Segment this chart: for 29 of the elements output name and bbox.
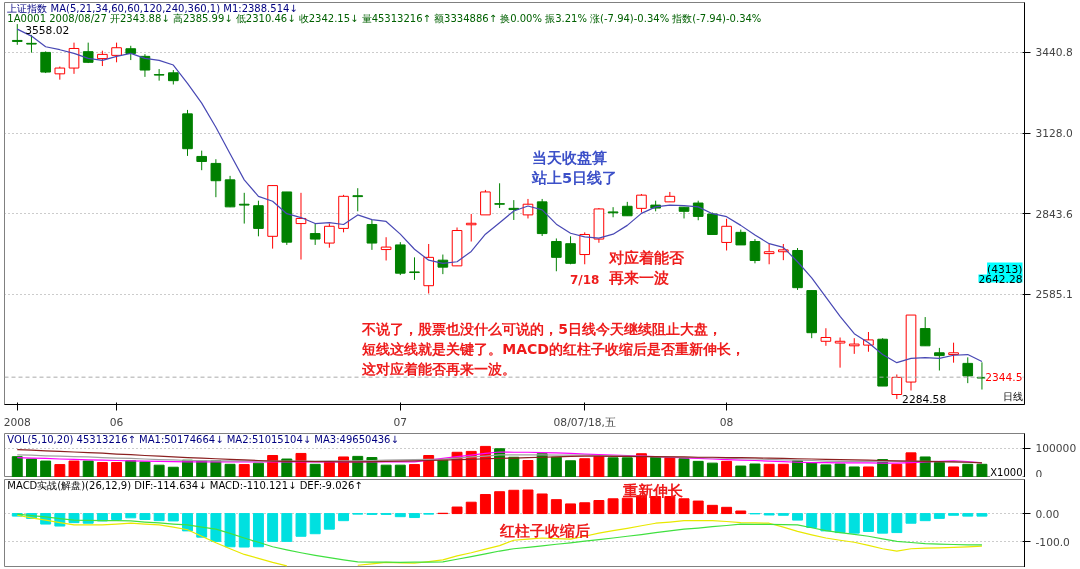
- y-tick-label: 2843.6: [1035, 207, 1074, 221]
- annotation: 当天收盘算站上5日线了: [531, 148, 618, 186]
- annotation: VOL(5,10,20) 45313216↑ MA1:50174664↓ MA2:51015104↓ MA3:49650436↓: [7, 433, 399, 445]
- ref-line-label: 2344.5: [985, 371, 1023, 385]
- x-tick-label: 06: [109, 415, 124, 429]
- text: X1000: [990, 466, 1023, 478]
- x-tick-label: 07: [393, 415, 408, 429]
- annotation: 3558.02: [25, 24, 70, 38]
- annotation: 7/18: [570, 272, 600, 287]
- y-tick-label: -100.0: [1035, 535, 1071, 549]
- y-tick-label: 0: [1035, 467, 1043, 481]
- y-tick-label: 3440.8: [1035, 46, 1074, 60]
- annotation: 红柱子收缩后: [498, 521, 590, 539]
- y-tick-label: 0.00: [1035, 507, 1060, 521]
- y-tick-label: 100000: [1035, 442, 1077, 456]
- annotation: 2284.58: [902, 392, 947, 406]
- annotation: 上证指数 MA(5,21,34,60,60,120,240,360,1) M1:2388.514↓: [7, 2, 298, 14]
- x-tick-label: 2008: [3, 415, 32, 429]
- annotation: 重新伸长: [622, 481, 685, 499]
- annotation: 不说了，股票也没什么可说的，5日线今天继续阻止大盘，短线这线就是关键了。MACD的红柱子收缩后是否重新伸长，这对应着能否再来一波。: [361, 320, 745, 377]
- annotation: 对应着能否再来一波: [607, 248, 685, 286]
- y-tick-label: 3128.0: [1035, 127, 1074, 141]
- x-tick-label: 08: [719, 415, 734, 429]
- annotation: MACD实战(解盘)(26,12,9) DIF:-114.634↓ MACD:-110.121↓ DEF:-9.026↑: [7, 479, 363, 491]
- x-tick-label: 08/07/18,五: [553, 415, 616, 429]
- text: 日线: [1002, 390, 1023, 402]
- y-tick-label: 2585.1: [1035, 288, 1073, 302]
- annotation: 2642.28: [978, 272, 1023, 286]
- annotation: (4313): [987, 262, 1023, 276]
